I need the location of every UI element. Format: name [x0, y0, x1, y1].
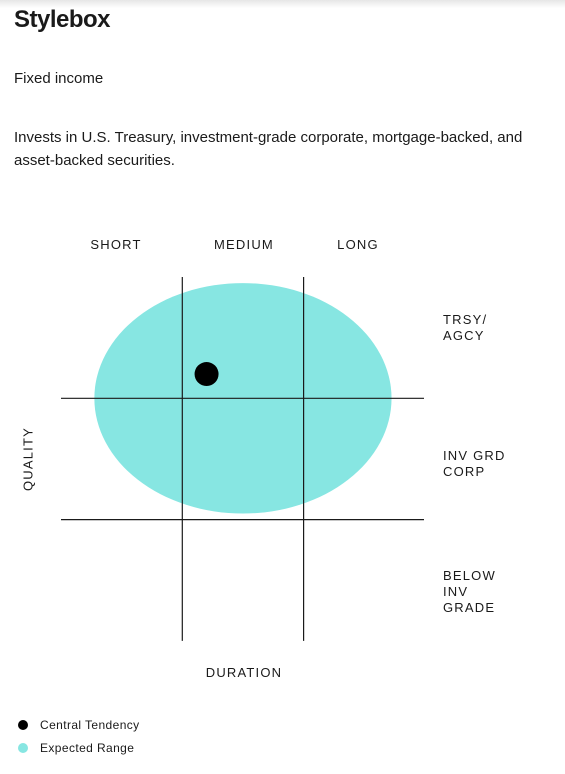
page-title: Stylebox — [14, 6, 111, 33]
column-label-medium: MEDIUM — [214, 237, 274, 252]
legend: Central Tendency Expected Range — [18, 713, 140, 759]
row-label-below-investment-grade: BELOW INV GRADE — [443, 568, 496, 615]
central-tendency-legend-dot — [18, 719, 28, 730]
legend-item-expected-range: Expected Range — [18, 736, 140, 759]
column-label-short: SHORT — [90, 237, 142, 252]
legend-label: Central Tendency — [40, 717, 140, 732]
expected-range-legend-dot — [18, 742, 28, 753]
central-tendency-marker — [194, 362, 219, 387]
quality-axis-label: QUALITY — [20, 426, 36, 492]
column-label-long: LONG — [337, 237, 379, 252]
fund-description: Invests in U.S. Treasury, investment-gra… — [14, 129, 523, 169]
grid-lines — [61, 277, 424, 641]
top-shade — [0, 0, 565, 8]
legend-item-central-tendency: Central Tendency — [18, 713, 140, 736]
duration-axis-label: DURATION — [205, 665, 283, 680]
row-label-investment-grade-corp: INV GRD CORP — [443, 448, 506, 479]
fund-category: Fixed income — [14, 70, 104, 87]
legend-label: Expected Range — [40, 740, 135, 755]
row-label-treasury-agency: TRSY/ AGCY — [443, 312, 488, 343]
